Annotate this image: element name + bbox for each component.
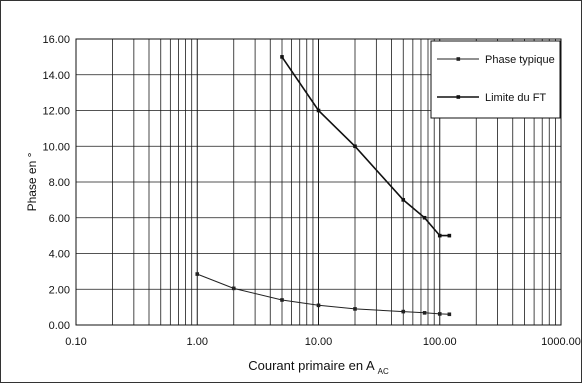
series-group [195,55,452,317]
data-point [422,311,427,315]
y-tick-label: 6.00 [49,213,70,225]
y-tick-label: 0.00 [49,320,70,332]
data-point [353,144,357,149]
data-point [422,215,427,220]
data-point [316,108,321,113]
data-point [447,233,452,238]
legend-swatch-marker [456,95,461,99]
data-point [231,286,236,291]
x-tick-label: 0.10 [65,336,86,348]
data-point [447,312,452,317]
y-tick-label: 2.00 [49,284,70,296]
data-point [401,198,406,202]
legend-label: Phase typique [485,54,555,66]
x-tick-label: 1.00 [187,336,208,348]
x-tick-label: 1000.00 [541,336,581,348]
y-tick-label: 16.00 [42,34,70,46]
x-axis-label: Courant primaire en A AC [248,358,389,376]
x-tick-label: 10.00 [305,336,333,348]
x-tick-label: 100.00 [423,336,457,348]
y-tick-label: 4.00 [49,249,70,261]
legend: Phase typique Limite du FT [430,40,561,119]
legend-box [430,40,561,119]
x-axis-label-subscript: AC [378,367,389,376]
data-point [437,312,442,316]
y-tick-label: 8.00 [49,177,70,189]
data-point [437,233,442,238]
data-point [195,272,200,276]
y-axis-label: Phase en ° [25,152,39,211]
data-point [280,55,284,59]
y-tick-label: 10.00 [42,141,70,153]
data-point [353,307,357,311]
axes: 0.10 1.00 10.00 100.00 1000.00 0.00 2.00 4.00 6.… [42,34,580,348]
data-point [401,309,406,314]
data-point [280,298,284,302]
y-tick-label: 12.00 [42,106,70,118]
legend-swatch-marker [456,57,461,61]
legend-label: Limite du FT [485,92,546,104]
y-tick-label: 14.00 [42,70,70,82]
data-point [316,303,321,308]
plot-frame [75,38,562,326]
